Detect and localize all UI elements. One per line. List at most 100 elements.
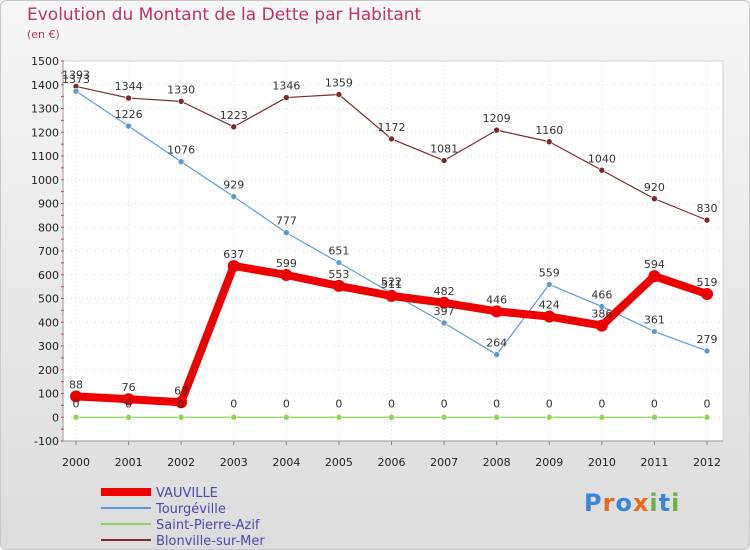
data-label-vauville: 63 bbox=[174, 384, 188, 397]
y-tick-label: 1100 bbox=[31, 150, 59, 163]
data-point-saint-pierre-azif bbox=[177, 413, 185, 421]
data-label-saint-pierre-azif: 0 bbox=[125, 397, 132, 410]
data-label-vauville: 594 bbox=[644, 258, 665, 271]
data-label-blonville-sur-mer: 1081 bbox=[430, 143, 458, 156]
data-point-tourgeville bbox=[440, 319, 448, 327]
data-label-blonville-sur-mer: 1346 bbox=[272, 80, 300, 93]
data-point-saint-pierre-azif bbox=[703, 413, 711, 421]
data-point-saint-pierre-azif bbox=[440, 413, 448, 421]
data-label-vauville: 76 bbox=[122, 381, 136, 394]
y-tick-label: 200 bbox=[38, 364, 59, 377]
data-point-vauville bbox=[280, 268, 293, 281]
data-label-saint-pierre-azif: 0 bbox=[178, 397, 185, 410]
data-label-saint-pierre-azif: 0 bbox=[441, 397, 448, 410]
data-label-blonville-sur-mer: 1330 bbox=[167, 83, 195, 96]
data-label-blonville-sur-mer: 1223 bbox=[220, 109, 248, 122]
data-point-tourgeville bbox=[335, 259, 343, 266]
data-label-vauville: 446 bbox=[486, 293, 507, 306]
data-label-blonville-sur-mer: 1393 bbox=[62, 68, 90, 81]
data-label-vauville: 386 bbox=[591, 308, 612, 321]
data-label-blonville-sur-mer: 1160 bbox=[535, 124, 563, 137]
data-label-tourgeville: 1076 bbox=[167, 144, 195, 157]
y-tick-label: 300 bbox=[38, 340, 59, 353]
data-label-vauville: 637 bbox=[223, 248, 244, 261]
y-tick-label: 500 bbox=[38, 293, 59, 306]
data-label-vauville: 553 bbox=[328, 268, 349, 281]
data-point-saint-pierre-azif bbox=[651, 413, 658, 421]
data-label-saint-pierre-azif: 0 bbox=[283, 397, 290, 410]
data-point-tourgeville bbox=[283, 229, 290, 237]
data-point-saint-pierre-azif bbox=[335, 413, 343, 421]
data-label-vauville: 424 bbox=[539, 299, 560, 312]
data-label-tourgeville: 361 bbox=[644, 314, 665, 327]
x-tick-label: 2002 bbox=[167, 456, 195, 469]
y-tick-label: 600 bbox=[38, 269, 59, 282]
logo-letter: r bbox=[602, 489, 616, 517]
data-point-vauville bbox=[701, 287, 713, 300]
data-label-tourgeville: 264 bbox=[486, 337, 507, 350]
x-tick-label: 2007 bbox=[430, 456, 458, 469]
data-label-blonville-sur-mer: 1344 bbox=[115, 80, 143, 93]
y-tick-label: 1000 bbox=[31, 174, 59, 187]
data-label-vauville: 482 bbox=[434, 285, 455, 298]
logo-letter: i bbox=[649, 489, 659, 517]
data-label-saint-pierre-azif: 0 bbox=[651, 397, 658, 410]
data-point-tourgeville bbox=[493, 351, 500, 358]
x-tick-label: 2006 bbox=[378, 456, 406, 469]
x-tick-label: 2005 bbox=[325, 456, 353, 469]
data-label-tourgeville: 397 bbox=[434, 305, 455, 318]
data-label-tourgeville: 279 bbox=[697, 333, 718, 346]
data-label-vauville: 511 bbox=[381, 278, 402, 291]
data-point-blonville-sur-mer bbox=[177, 98, 185, 105]
data-label-blonville-sur-mer: 1040 bbox=[588, 152, 616, 165]
data-point-blonville-sur-mer bbox=[703, 216, 711, 224]
data-point-saint-pierre-azif bbox=[283, 413, 290, 421]
x-tick-label: 2008 bbox=[483, 456, 511, 469]
x-tick-label: 2004 bbox=[272, 456, 300, 469]
y-tick-label: 1200 bbox=[31, 126, 59, 139]
data-label-saint-pierre-azif: 0 bbox=[230, 397, 237, 410]
data-label-vauville: 88 bbox=[69, 378, 83, 391]
data-point-vauville bbox=[70, 390, 82, 403]
data-label-saint-pierre-azif: 0 bbox=[598, 397, 605, 410]
data-label-tourgeville: 559 bbox=[539, 266, 560, 279]
data-point-tourgeville bbox=[72, 87, 80, 95]
x-tick-label: 2003 bbox=[220, 456, 248, 469]
data-label-tourgeville: 522 bbox=[381, 275, 402, 288]
data-point-tourgeville bbox=[651, 328, 658, 335]
data-point-saint-pierre-azif bbox=[545, 413, 553, 421]
chart-subtitle: (en €) bbox=[27, 28, 60, 41]
proxiti-logo: Proxiti bbox=[584, 489, 680, 517]
data-point-tourgeville bbox=[545, 281, 553, 288]
legend-label-tourgeville: Tourgéville bbox=[155, 502, 226, 517]
data-point-saint-pierre-azif bbox=[230, 413, 238, 421]
data-label-saint-pierre-azif: 0 bbox=[73, 397, 80, 410]
data-point-tourgeville bbox=[703, 347, 711, 355]
data-point-vauville bbox=[175, 396, 188, 409]
legend-label-blonville-sur-mer: Blonville-sur-Mer bbox=[156, 534, 265, 549]
logo-letter: i bbox=[671, 489, 681, 517]
data-point-vauville bbox=[122, 393, 135, 406]
data-label-tourgeville: 1226 bbox=[115, 108, 143, 121]
data-label-tourgeville: 929 bbox=[223, 179, 244, 192]
legend-label-saint-pierre-azif: Saint-Pierre-Azif bbox=[156, 518, 260, 533]
y-tick-label: 900 bbox=[38, 198, 59, 211]
data-label-tourgeville: 651 bbox=[328, 245, 349, 258]
data-label-tourgeville: 1373 bbox=[62, 73, 90, 86]
y-tick-label: 800 bbox=[38, 221, 59, 234]
legend-label-vauville: VAUVILLE bbox=[156, 486, 218, 501]
x-tick-label: 2009 bbox=[535, 456, 563, 469]
data-point-blonville-sur-mer bbox=[125, 94, 132, 102]
data-label-saint-pierre-azif: 0 bbox=[704, 397, 711, 410]
x-tick-label: 2012 bbox=[693, 456, 721, 469]
data-point-blonville-sur-mer bbox=[598, 166, 606, 174]
data-label-saint-pierre-azif: 0 bbox=[388, 397, 395, 410]
data-point-blonville-sur-mer bbox=[283, 94, 290, 101]
data-label-vauville: 519 bbox=[697, 276, 718, 289]
data-point-vauville bbox=[385, 289, 398, 302]
data-point-saint-pierre-azif bbox=[493, 413, 500, 421]
data-point-vauville bbox=[490, 305, 503, 318]
data-point-blonville-sur-mer bbox=[230, 123, 238, 131]
logo-letter: o bbox=[615, 489, 633, 517]
